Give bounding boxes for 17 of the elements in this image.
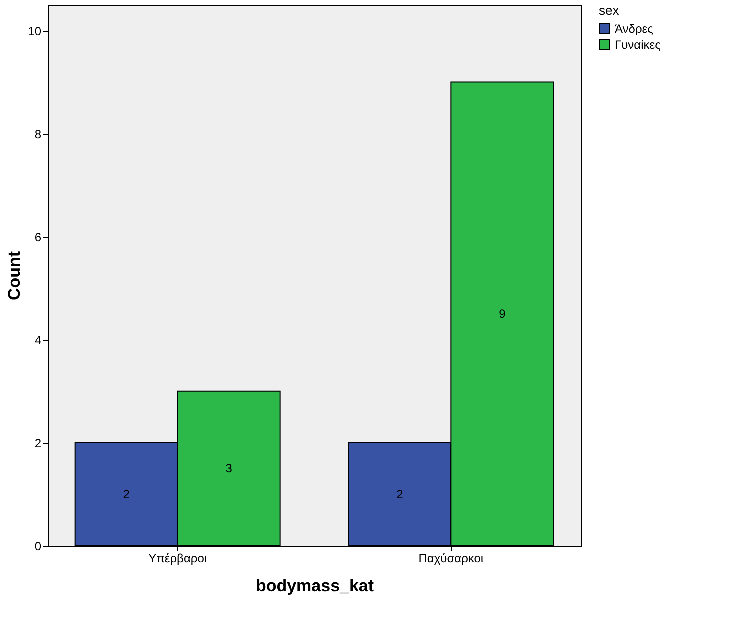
data-label: 3 bbox=[226, 462, 233, 476]
x-tick-label: Υπέρβαροι bbox=[148, 552, 208, 566]
data-label: 2 bbox=[396, 487, 404, 502]
legend-label: Γυναίκες bbox=[615, 38, 662, 52]
x-tick-label: Παχύσαρκοι bbox=[418, 552, 484, 566]
legend-label: Άνδρες bbox=[615, 22, 654, 36]
legend-title: sex bbox=[599, 3, 620, 18]
y-tick-label: 6 bbox=[34, 230, 42, 244]
y-tick-label: 2 bbox=[34, 436, 42, 450]
y-tick-label: 10 bbox=[28, 24, 42, 38]
x-axis-title: bodymass_kat bbox=[256, 576, 374, 596]
data-label: 2 bbox=[123, 487, 130, 502]
y-axis-title: Count bbox=[5, 251, 24, 301]
data-label: 9 bbox=[499, 307, 506, 322]
y-tick-label: 0 bbox=[34, 540, 42, 554]
y-tick-label: 8 bbox=[34, 127, 42, 142]
y-tick-label: 4 bbox=[34, 333, 42, 348]
